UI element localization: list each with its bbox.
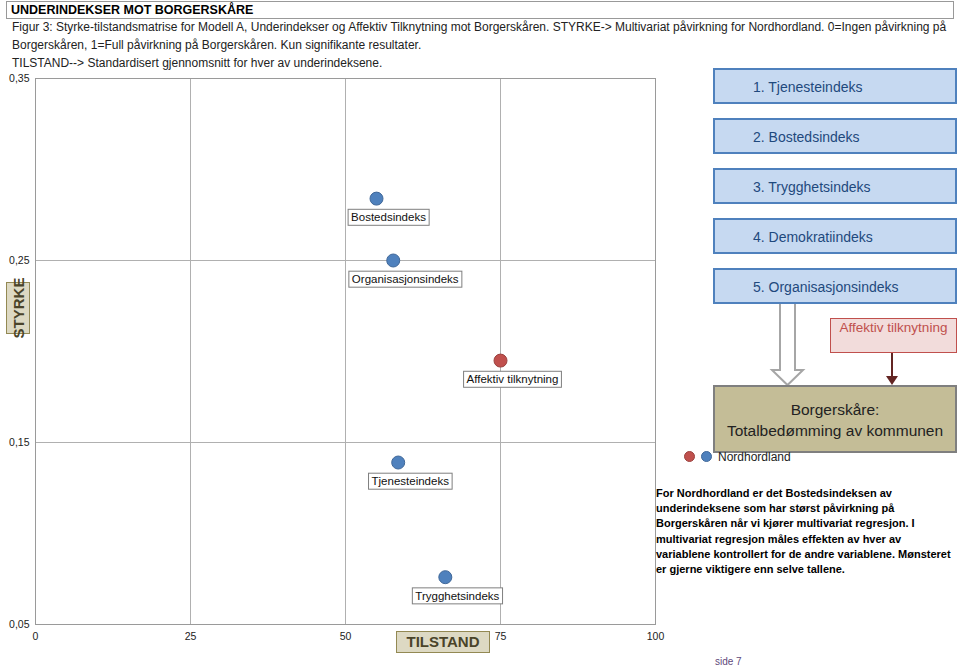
html-text:Borgerskåre:: Borgerskåre: bbox=[790, 401, 880, 418]
html-text:Affektiv tilknytning: Affektiv tilknytning bbox=[839, 320, 948, 335]
html-text:Figur 3: Styrke-tilstandsmatri: Figur 3: Styrke-tilstandsmatrise for Mod… bbox=[12, 20, 947, 52]
html-text:Totalbedømming av kommunen: Totalbedømming av kommunen bbox=[726, 422, 944, 439]
svg-text:Organisasjonsindeks: Organisasjonsindeks bbox=[352, 273, 459, 285]
svg-text:75: 75 bbox=[495, 630, 507, 642]
svg-text:Tjenesteindeks: Tjenesteindeks bbox=[372, 475, 450, 487]
svg-text:Affektiv tilknytning: Affektiv tilknytning bbox=[467, 373, 559, 385]
html-text:2. Bostedsindeks: 2. Bostedsindeks bbox=[753, 129, 860, 145]
html-text:4. Demokratiindeks: 4. Demokratiindeks bbox=[753, 229, 873, 245]
html-text:TILSTAND: TILSTAND bbox=[406, 633, 480, 650]
html-text:STYRKE: STYRKE bbox=[9, 277, 27, 339]
svg-text:25: 25 bbox=[185, 630, 197, 642]
html-text:side 7: side 7 bbox=[715, 656, 742, 667]
svg-text:0,15: 0,15 bbox=[9, 436, 30, 448]
svg-text:0,35: 0,35 bbox=[9, 72, 30, 84]
html-text:1. Tjenesteindeks: 1. Tjenesteindeks bbox=[753, 79, 863, 95]
svg-text:0,25: 0,25 bbox=[9, 254, 30, 266]
svg-text:100: 100 bbox=[647, 630, 665, 642]
svg-text:0: 0 bbox=[33, 630, 39, 642]
html-text:UNDERINDEKSER MOT BORGERSKÅRE: UNDERINDEKSER MOT BORGERSKÅRE bbox=[11, 3, 254, 17]
svg-text:50: 50 bbox=[340, 630, 352, 642]
svg-text:Bostedsindeks: Bostedsindeks bbox=[351, 211, 426, 223]
html-text:3. Trygghetsindeks: 3. Trygghetsindeks bbox=[753, 179, 871, 195]
svg-text:0,05: 0,05 bbox=[9, 618, 30, 630]
svg-text:Trygghetsindeks: Trygghetsindeks bbox=[415, 590, 499, 602]
html-text:Nordhordland: Nordhordland bbox=[718, 450, 791, 464]
html-text:5. Organisasjonsindeks: 5. Organisasjonsindeks bbox=[753, 279, 899, 295]
html-text:TILSTAND--> Standardisert gjen: TILSTAND--> Standardisert gjennomsnitt f… bbox=[12, 56, 383, 70]
html-text:For Nordhordland er det Bosted: For Nordhordland er det Bostedsindeksen … bbox=[656, 487, 951, 575]
